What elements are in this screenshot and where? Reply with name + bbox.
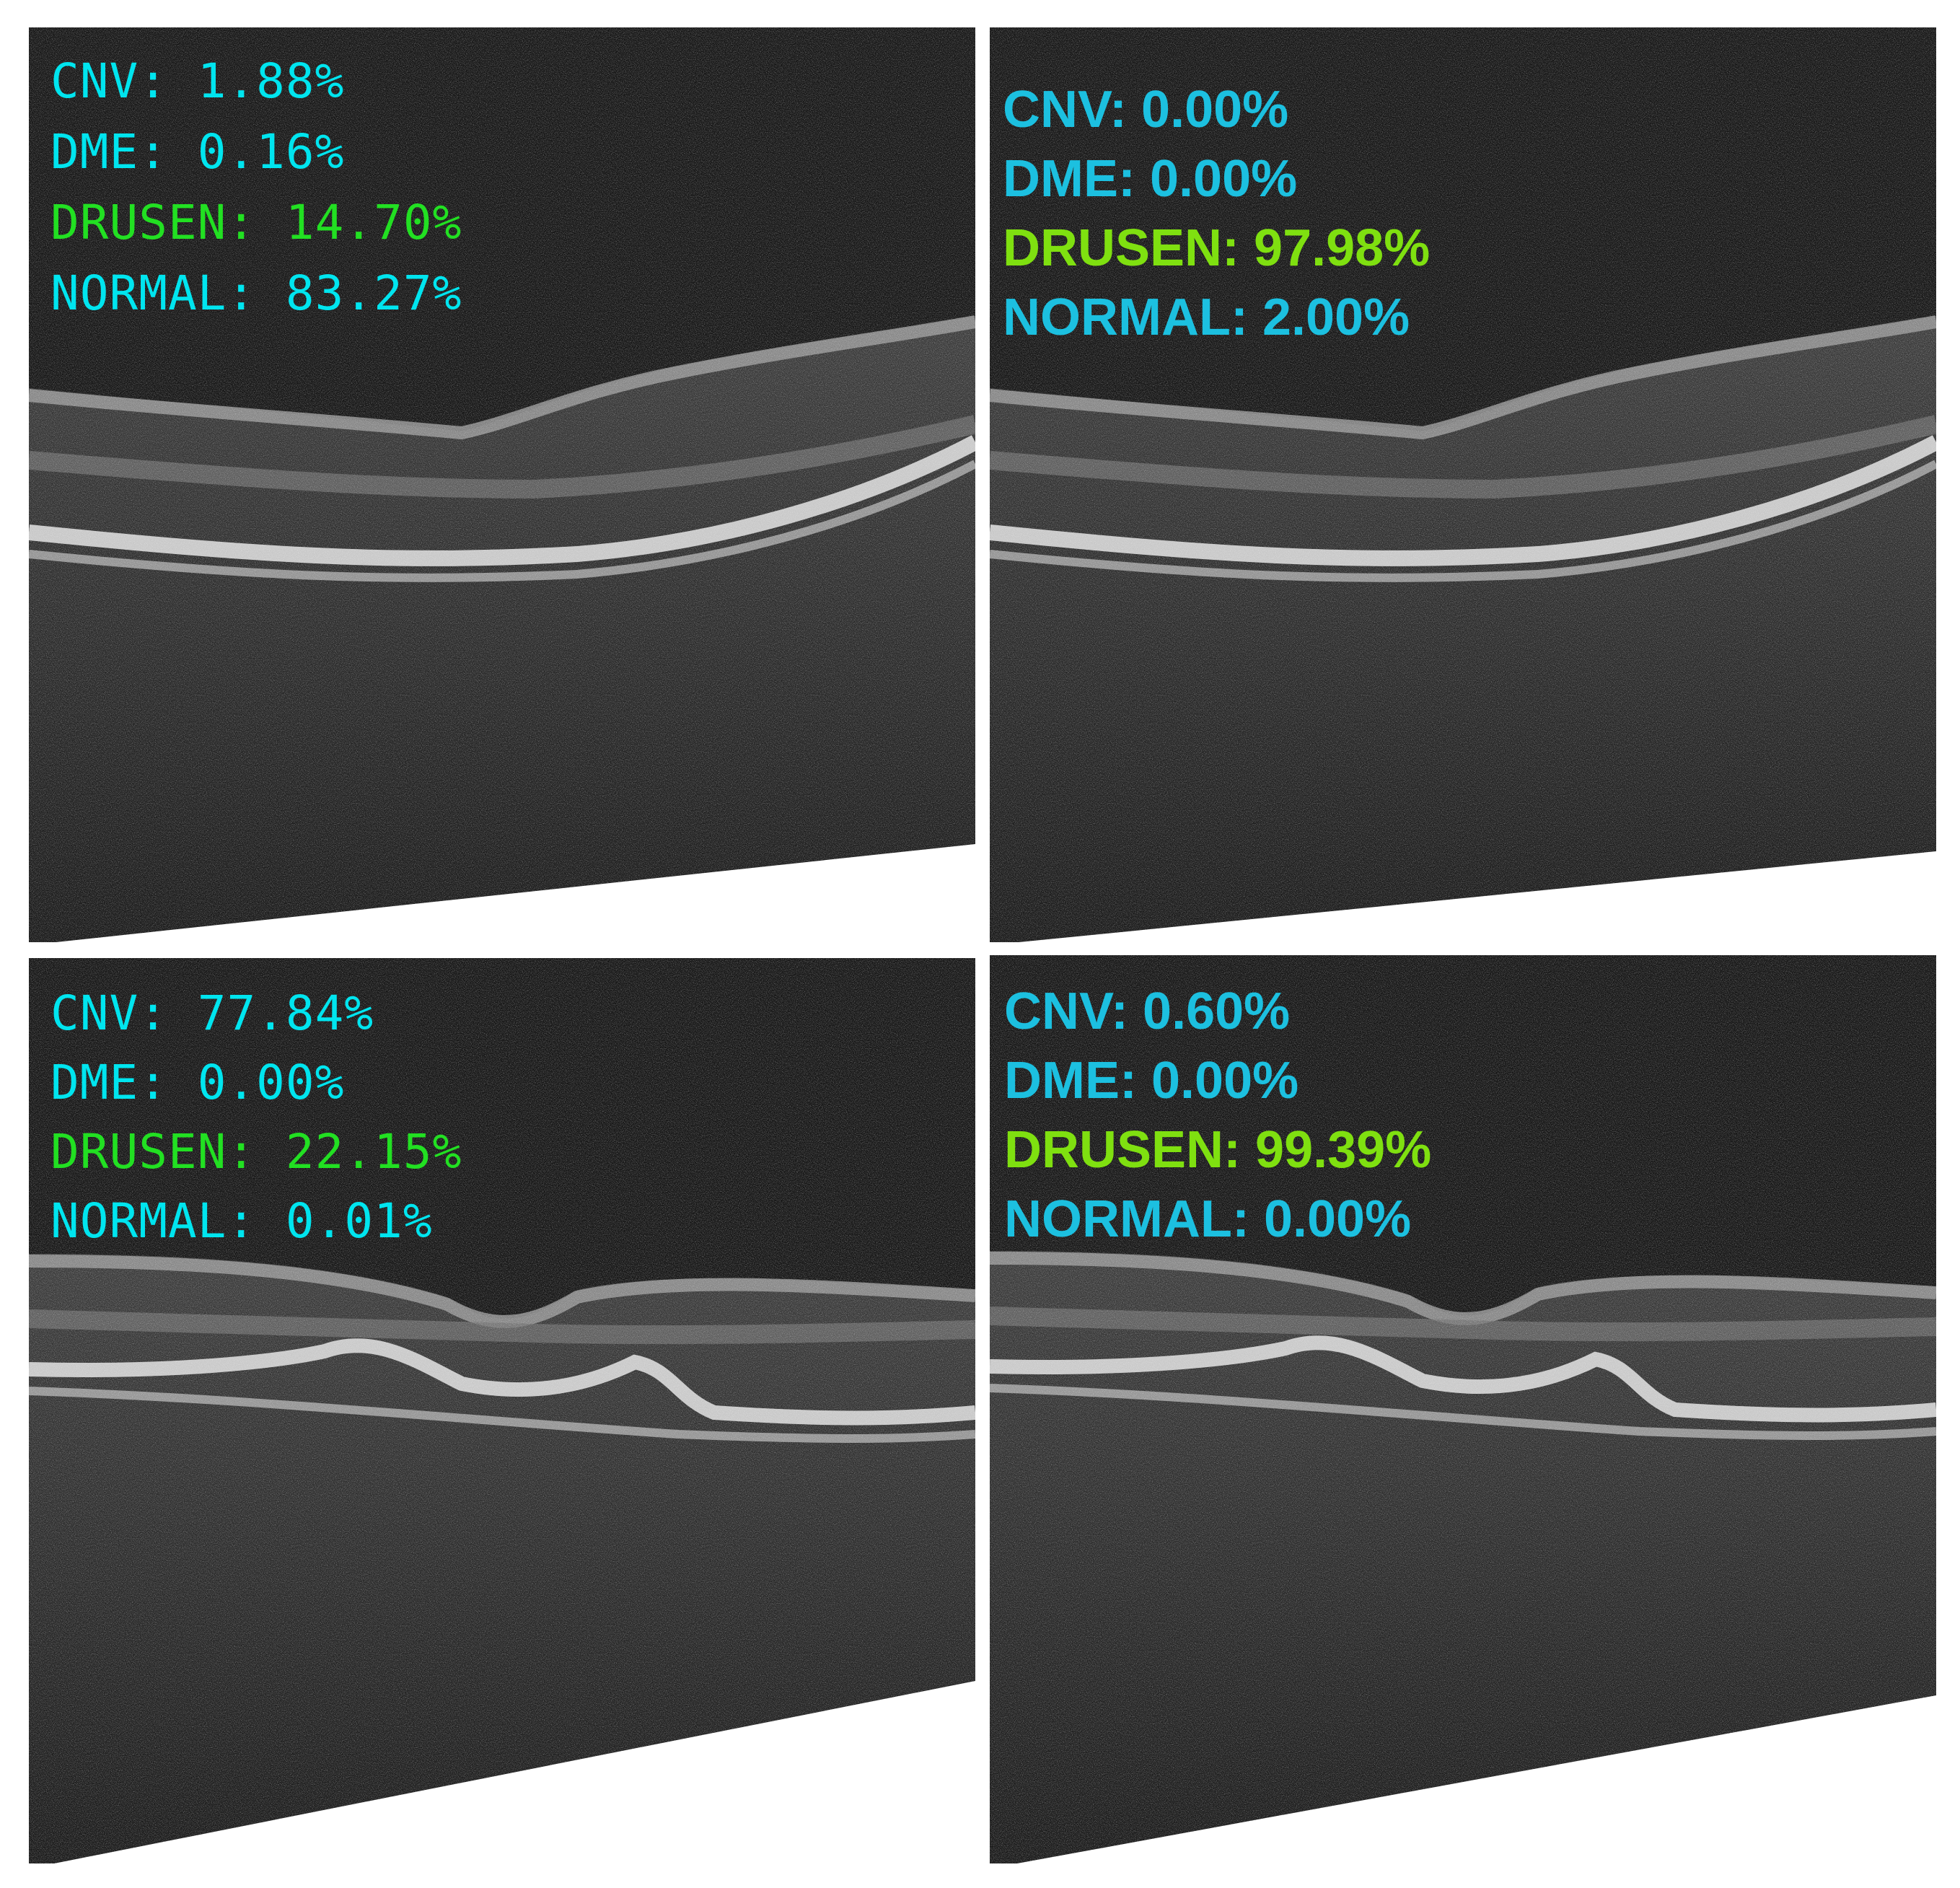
prediction-label: DRUSEN:: [1004, 1121, 1242, 1179]
prediction-label: DME:: [1004, 1052, 1137, 1110]
prediction-line: DRUSEN: 22.15%: [50, 1128, 462, 1176]
oct-panel-bottom-left: CNV: 77.84% DME: 0.00% DRUSEN: 22.15% NORMA…: [29, 958, 975, 1863]
prediction-label: CNV:: [1004, 983, 1129, 1040]
prediction-label: DME:: [1003, 150, 1135, 208]
prediction-overlay: CNV: 0.60% DME: 0.00% DRUSEN: 99.39% NORMAL…: [990, 955, 1936, 1863]
prediction-label: NORMAL:: [1004, 1190, 1249, 1248]
prediction-value: 0.60%: [1143, 983, 1291, 1040]
prediction-label: CNV:: [50, 985, 168, 1041]
prediction-line: DRUSEN: 14.70%: [50, 199, 462, 247]
prediction-label: CNV:: [50, 53, 168, 109]
prediction-line: CNV: 1.88%: [50, 58, 344, 105]
prediction-line: NORMAL: 0.01%: [50, 1198, 433, 1245]
prediction-overlay: CNV: 1.88% DME: 0.16% DRUSEN: 14.70% NORMAL…: [29, 27, 975, 942]
prediction-label: DRUSEN:: [50, 1124, 257, 1180]
prediction-value: 0.00%: [1150, 150, 1298, 208]
prediction-line: NORMAL: 83.27%: [50, 270, 462, 317]
prediction-overlay: CNV: 0.00% DME: 0.00% DRUSEN: 97.98% NORMAL…: [990, 27, 1936, 942]
prediction-label: DRUSEN:: [50, 195, 257, 250]
prediction-value: 0.00%: [1263, 1190, 1412, 1248]
prediction-value: 0.16%: [197, 124, 345, 180]
prediction-line: CNV: 0.00%: [1003, 84, 1288, 136]
oct-scan-image: [990, 955, 1936, 1863]
prediction-overlay: CNV: 77.84% DME: 0.00% DRUSEN: 22.15% NORMA…: [29, 958, 975, 1863]
prediction-value: 14.70%: [285, 195, 462, 250]
prediction-value: 0.00%: [197, 1055, 345, 1110]
prediction-line: NORMAL: 2.00%: [1003, 291, 1410, 343]
prediction-line: NORMAL: 0.00%: [1004, 1193, 1411, 1245]
prediction-label: NORMAL:: [50, 265, 257, 321]
prediction-line: DRUSEN: 99.39%: [1004, 1124, 1431, 1176]
prediction-line: DME: 0.16%: [50, 128, 344, 176]
prediction-line: DME: 0.00%: [50, 1059, 344, 1107]
prediction-value: 97.98%: [1254, 219, 1431, 277]
prediction-value: 83.27%: [285, 265, 462, 321]
prediction-value: 99.39%: [1255, 1121, 1432, 1179]
prediction-value: 2.00%: [1262, 289, 1410, 346]
prediction-label: DME:: [50, 124, 168, 180]
prediction-line: DRUSEN: 97.98%: [1003, 222, 1430, 274]
prediction-label: NORMAL:: [1003, 289, 1248, 346]
oct-scan-image: [990, 27, 1936, 942]
oct-panel-top-right: CNV: 0.00% DME: 0.00% DRUSEN: 97.98% NORMAL…: [990, 27, 1936, 942]
prediction-line: CNV: 77.84%: [50, 990, 374, 1037]
prediction-value: 0.01%: [285, 1193, 433, 1249]
prediction-value: 1.88%: [197, 53, 345, 109]
prediction-line: CNV: 0.60%: [1004, 985, 1290, 1037]
prediction-line: DME: 0.00%: [1004, 1055, 1298, 1107]
prediction-value: 0.00%: [1141, 81, 1289, 139]
oct-scan-image: [29, 958, 975, 1863]
prediction-label: CNV:: [1003, 81, 1128, 139]
prediction-line: DME: 0.00%: [1003, 153, 1297, 205]
oct-panel-top-left: CNV: 1.88% DME: 0.16% DRUSEN: 14.70% NORMAL…: [29, 27, 975, 942]
prediction-value: 22.15%: [285, 1124, 462, 1180]
prediction-value: 0.00%: [1151, 1052, 1299, 1110]
oct-scan-image: [29, 27, 975, 942]
prediction-label: DME:: [50, 1055, 168, 1110]
prediction-label: DRUSEN:: [1003, 219, 1240, 277]
prediction-value: 77.84%: [197, 985, 374, 1041]
prediction-label: NORMAL:: [50, 1193, 257, 1249]
oct-panel-bottom-right: CNV: 0.60% DME: 0.00% DRUSEN: 99.39% NORMAL…: [990, 955, 1936, 1863]
